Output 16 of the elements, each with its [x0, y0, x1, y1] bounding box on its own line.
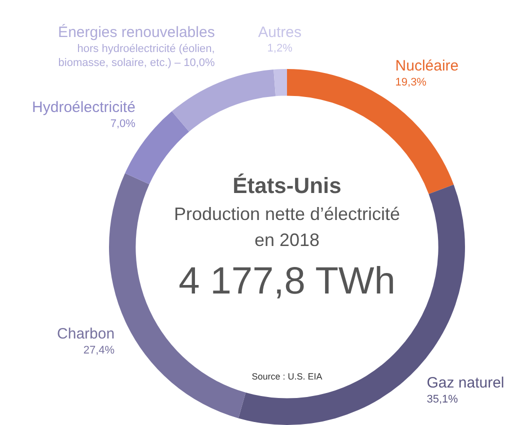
data-label: 27,4% [83, 344, 115, 356]
data-label: 35,1% [426, 393, 458, 406]
text: États-Unis [232, 173, 342, 198]
slice-label: Autres [258, 24, 302, 41]
slice-label: Nucléaire [395, 58, 459, 75]
slice-label: Gaz naturel [426, 374, 504, 392]
text: 4 177,8 TWh [178, 260, 396, 302]
slice-label: Énergies renouvelables [58, 22, 215, 41]
slice-label: Charbon [57, 325, 115, 342]
data-label: 19,3% [395, 76, 427, 88]
text: hors hydroélectricité (éolien, biomasse, solaire, etc.) – 10,0% [58, 42, 215, 69]
text: Production nette d’électricité en 2018 [174, 204, 400, 250]
source-note: Source : U.S. EIA [252, 371, 322, 382]
data-label: 1,2% [267, 42, 293, 55]
data-label: 7,0% [110, 118, 136, 130]
slice-label: Hydroélectricité [32, 99, 136, 116]
